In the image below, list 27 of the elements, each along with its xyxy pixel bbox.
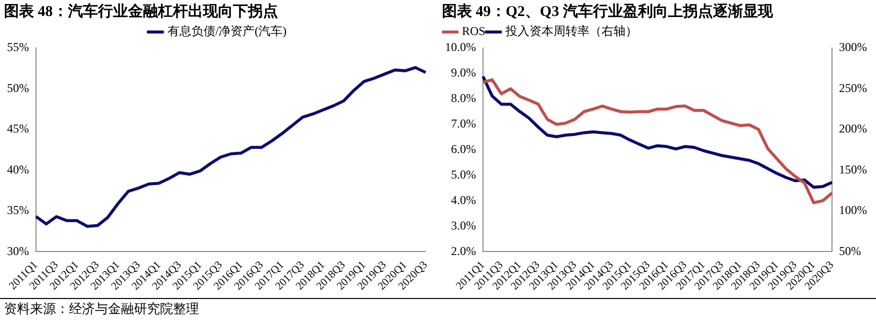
y-tick-label: 5.0% — [450, 167, 476, 182]
legend-label: 有息负债/净资产(汽车) — [167, 24, 287, 38]
y2-tick-label: 150% — [839, 162, 868, 176]
y-tick-label: 9.0% — [450, 66, 476, 80]
chart-title: 图表 48：汽车行业金融杠杆出现向下拐点 — [3, 2, 279, 22]
legend-label: 投入资本周转率（右轴） — [504, 24, 638, 38]
y2-tick-label: 50% — [839, 244, 862, 258]
y-tick-label: 3.0% — [450, 218, 476, 232]
text: 资料来源：经济与金融研究院整理 — [4, 300, 200, 318]
y-tick-label: 55% — [6, 40, 29, 54]
legend-label: ROS — [462, 24, 486, 38]
y-tick-label: 30% — [6, 244, 29, 258]
y2-tick-label: 200% — [839, 122, 868, 136]
y-tick-label: 50% — [6, 80, 29, 95]
y-tick-label: 10.0% — [444, 40, 476, 54]
y-tick-label: 45% — [6, 122, 29, 136]
y-tick-label: 4.0% — [450, 192, 476, 207]
y-tick-label: 40% — [6, 162, 29, 176]
y-tick-label: 35% — [6, 203, 29, 218]
y2-tick-label: 300% — [839, 40, 868, 54]
y2-tick-label: 250% — [839, 80, 868, 95]
y2-tick-label: 100% — [839, 203, 868, 218]
y-tick-label: 7.0% — [450, 116, 476, 131]
y-tick-label: 6.0% — [450, 142, 476, 156]
y-tick-label: 8.0% — [450, 91, 476, 106]
y-tick-label: 2.0% — [450, 244, 476, 258]
chart-title: 图表 49：Q2、Q3 汽车行业盈利向上拐点逐渐显现 — [441, 2, 774, 22]
